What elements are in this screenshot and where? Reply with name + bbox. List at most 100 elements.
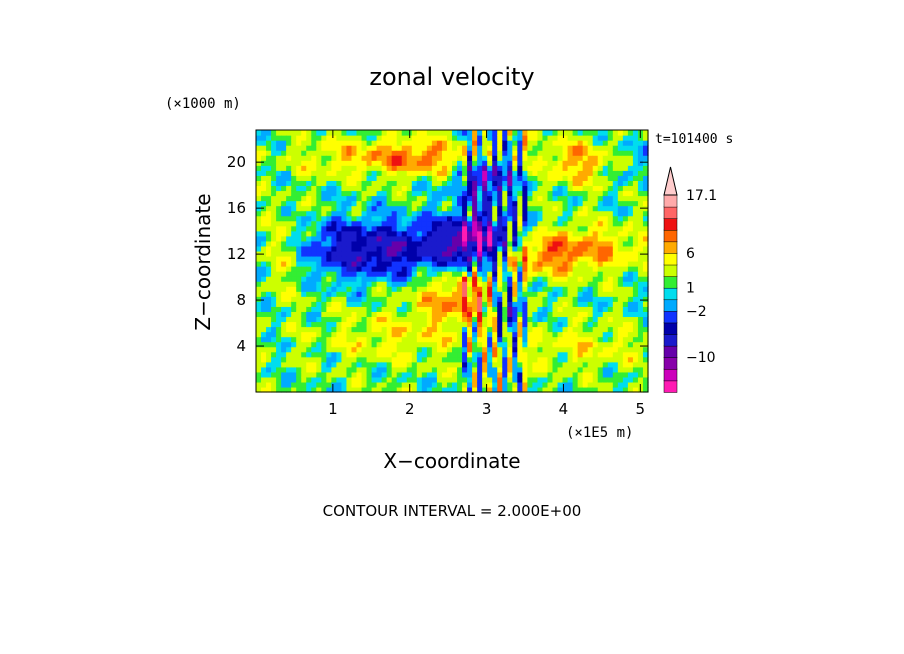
field-cell bbox=[622, 346, 629, 353]
field-cell bbox=[457, 195, 463, 202]
field-cell bbox=[346, 376, 353, 383]
field-cell bbox=[296, 291, 302, 297]
field-cell bbox=[622, 220, 629, 227]
field-cell bbox=[522, 306, 528, 312]
field-cell bbox=[396, 311, 403, 318]
field-cell bbox=[436, 185, 443, 192]
field-cell bbox=[467, 351, 473, 358]
field-cell bbox=[527, 235, 534, 242]
field-cell bbox=[266, 205, 272, 212]
field-cell bbox=[336, 175, 343, 181]
field-cell bbox=[477, 301, 483, 307]
field-cell bbox=[487, 326, 493, 333]
field-cell bbox=[592, 195, 599, 202]
field-cell bbox=[527, 346, 534, 353]
field-cell bbox=[391, 276, 398, 282]
field-cell bbox=[361, 235, 368, 242]
field-cell bbox=[507, 210, 513, 217]
field-cell bbox=[286, 230, 292, 237]
field-cell bbox=[612, 266, 619, 272]
field-cell bbox=[331, 341, 338, 348]
field-cell bbox=[291, 311, 297, 318]
field-cell bbox=[436, 155, 443, 161]
field-cell bbox=[431, 341, 438, 348]
field-cell bbox=[361, 145, 368, 151]
field-cell bbox=[547, 205, 554, 212]
field-cell bbox=[597, 271, 604, 277]
field-cell bbox=[431, 386, 438, 393]
field-cell bbox=[452, 321, 458, 328]
field-cell bbox=[371, 351, 378, 358]
field-cell bbox=[371, 316, 378, 323]
field-cell bbox=[296, 266, 302, 272]
field-cell bbox=[331, 220, 338, 227]
field-cell bbox=[507, 170, 513, 176]
field-cell bbox=[562, 180, 569, 187]
field-cell bbox=[642, 145, 649, 151]
field-cell bbox=[446, 381, 453, 388]
field-cell bbox=[457, 306, 463, 312]
field-cell bbox=[381, 291, 388, 297]
field-cell bbox=[276, 341, 282, 348]
field-cell bbox=[567, 261, 574, 267]
field-cell bbox=[537, 306, 544, 312]
field-cell bbox=[311, 371, 317, 378]
field-cell bbox=[311, 190, 317, 197]
field-cell bbox=[607, 175, 614, 181]
field-cell bbox=[457, 155, 463, 161]
field-cell bbox=[502, 220, 508, 227]
field-cell bbox=[537, 135, 544, 141]
field-cell bbox=[281, 286, 287, 292]
field-cell bbox=[271, 321, 277, 328]
field-cell bbox=[552, 261, 559, 267]
field-cell bbox=[577, 376, 584, 383]
field-cell bbox=[311, 175, 317, 181]
field-cell bbox=[326, 135, 332, 141]
field-cell bbox=[577, 281, 584, 287]
field-cell bbox=[502, 185, 508, 192]
field-cell bbox=[431, 135, 438, 141]
field-cell bbox=[341, 266, 348, 272]
field-cell bbox=[396, 215, 403, 222]
field-cell bbox=[467, 235, 473, 242]
field-cell bbox=[547, 341, 554, 348]
field-cell bbox=[266, 311, 272, 318]
field-cell bbox=[306, 215, 312, 222]
field-cell bbox=[587, 255, 594, 262]
field-cell bbox=[291, 341, 297, 348]
field-cell bbox=[266, 341, 272, 348]
field-cell bbox=[517, 150, 523, 156]
field-cell bbox=[331, 286, 338, 292]
field-cell bbox=[482, 326, 488, 333]
field-cell bbox=[391, 165, 398, 171]
field-cell bbox=[502, 361, 508, 368]
field-cell bbox=[632, 341, 639, 348]
field-cell bbox=[562, 255, 569, 262]
field-cell bbox=[627, 361, 634, 368]
field-cell bbox=[517, 361, 523, 368]
field-cell bbox=[572, 306, 579, 312]
field-cell bbox=[537, 286, 544, 292]
field-cell bbox=[542, 321, 549, 328]
field-cell bbox=[316, 266, 322, 272]
field-cell bbox=[426, 351, 433, 358]
field-cell bbox=[391, 220, 398, 227]
field-cell bbox=[457, 346, 463, 353]
field-cell bbox=[607, 210, 614, 217]
field-cell bbox=[567, 306, 574, 312]
field-cell bbox=[567, 205, 574, 212]
field-cell bbox=[502, 255, 508, 262]
field-cell bbox=[592, 356, 599, 363]
field-cell bbox=[326, 230, 332, 237]
field-cell bbox=[301, 341, 307, 348]
field-cell bbox=[572, 235, 579, 242]
field-cell bbox=[436, 371, 443, 378]
field-cell bbox=[276, 155, 282, 161]
field-cell bbox=[431, 361, 438, 368]
field-cell bbox=[602, 215, 609, 222]
field-cell bbox=[361, 276, 368, 282]
field-cell bbox=[517, 170, 523, 176]
field-cell bbox=[441, 356, 448, 363]
field-cell bbox=[562, 281, 569, 287]
field-cell bbox=[281, 326, 287, 333]
